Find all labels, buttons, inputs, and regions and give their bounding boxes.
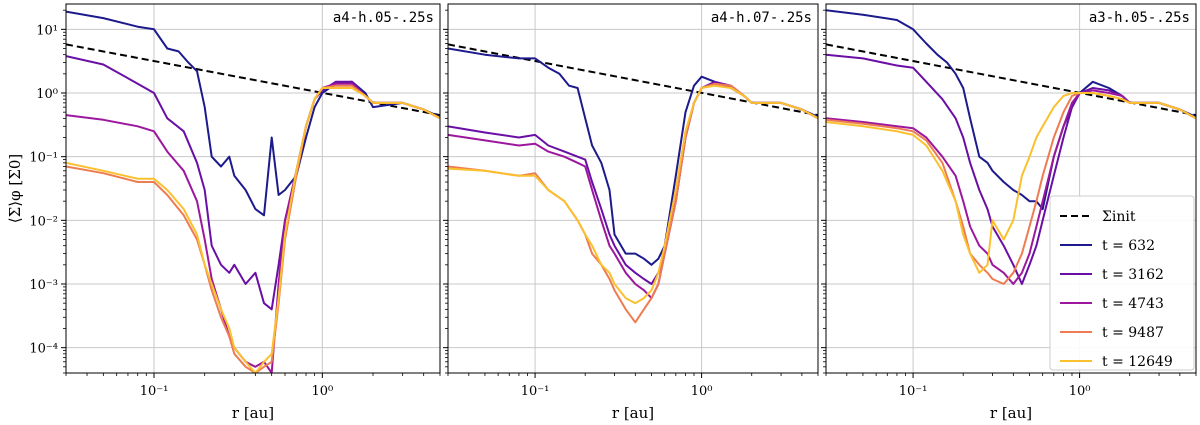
series-line <box>826 92 1196 274</box>
y-tick-label: 10⁻¹ <box>29 151 58 166</box>
y-tick-label: 10⁻³ <box>29 278 58 293</box>
y-tick-label: 10⁻² <box>29 214 58 229</box>
panel-1: 10⁻⁴ 10⁻³ 10⁻² 10⁻¹ 10⁰ 10¹ 10⁻¹ 10⁰ a4-h.05-.25… <box>29 3 441 422</box>
series-line <box>826 43 1196 117</box>
plot-frame <box>447 3 819 374</box>
panel-2: 10⁻¹ 10⁰ a4-h.07-.25s r [au] <box>443 3 819 422</box>
panel-title: a3-h.05-.25s <box>1089 10 1190 26</box>
x-tick-label: 10⁻¹ <box>140 384 169 399</box>
legend-label: t = 12649 <box>1102 354 1173 370</box>
series-line <box>66 82 440 373</box>
x-axis-label: r [au] <box>232 404 274 422</box>
series-line <box>66 55 440 311</box>
plot-frame <box>65 3 441 374</box>
legend-label: t = 9487 <box>1102 325 1164 341</box>
series-line <box>448 82 818 300</box>
series-line <box>448 43 818 117</box>
panel-title: a4-h.07-.25s <box>711 10 812 26</box>
series-line <box>66 87 440 373</box>
series-line <box>66 10 440 217</box>
legend-box <box>1049 195 1195 371</box>
plot-frame <box>825 3 1197 374</box>
legend-label: t = 3162 <box>1102 267 1164 283</box>
x-tick-label: 10⁻¹ <box>899 384 928 399</box>
y-axis-label: ⟨Σ⟩φ [Σ0] <box>6 154 24 223</box>
y-tick-label: 10¹ <box>36 23 58 38</box>
legend-label: t = 632 <box>1102 238 1155 254</box>
series-line <box>66 84 440 373</box>
series-line <box>826 9 1196 211</box>
series-line <box>826 89 1196 285</box>
legend-label: Σinit <box>1102 209 1136 225</box>
x-axis-label: r [au] <box>990 404 1032 422</box>
panel-title: a4-h.05-.25s <box>333 10 434 26</box>
legend-label: t = 4743 <box>1102 296 1164 312</box>
series-line <box>66 43 440 117</box>
x-tick-label: 10⁻¹ <box>521 384 550 399</box>
x-tick-label: 10⁰ <box>311 384 333 399</box>
x-tick-label: 10⁰ <box>1069 384 1091 399</box>
series-line <box>826 53 1196 285</box>
series-line <box>448 84 818 305</box>
y-tick-label: 10⁻⁴ <box>29 342 58 357</box>
x-tick-label: 10⁰ <box>691 384 713 399</box>
x-axis-label: r [au] <box>612 404 654 422</box>
legend: Σinit t = 632 t = 3162 t = 4743 t = 9487 t = … <box>1049 195 1195 371</box>
series-line <box>448 82 818 324</box>
y-tick-label: 10⁰ <box>36 87 58 102</box>
